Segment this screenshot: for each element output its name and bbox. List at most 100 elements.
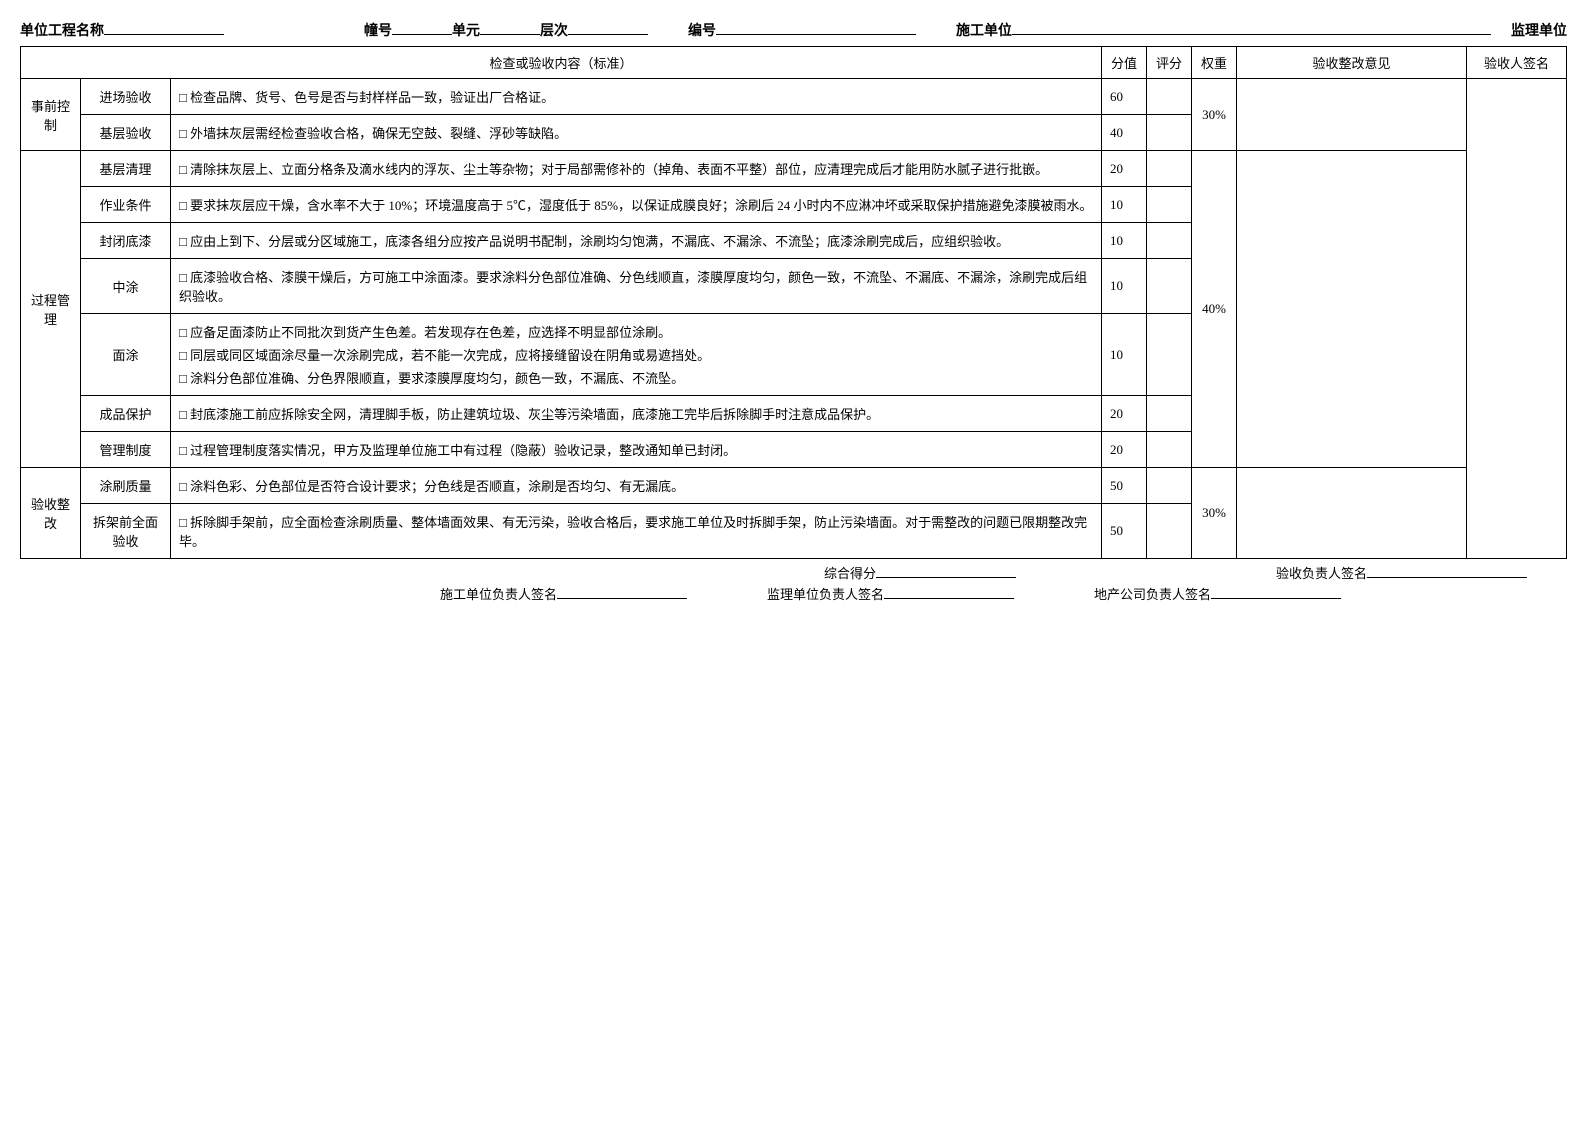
th-score: 分值 (1102, 47, 1147, 79)
step-cell: 涂刷质量 (81, 468, 171, 504)
weight-cell: 30% (1192, 79, 1237, 151)
checklist-item: 应备足面漆防止不同批次到货产生色差。若发现存在色差，应选择不明显部位涂刷。 (179, 320, 1093, 343)
content-cell: 底漆验收合格、漆膜干燥后，方可施工中涂面漆。要求涂料分色部位准确、分色线顺直，漆… (171, 259, 1102, 314)
weight-cell: 40% (1192, 151, 1237, 468)
score-cell: 50 (1102, 468, 1147, 504)
checklist-item: 底漆验收合格、漆膜干燥后，方可施工中涂面漆。要求涂料分色部位准确、分色线顺直，漆… (179, 265, 1093, 307)
eval-cell[interactable] (1147, 504, 1192, 559)
step-cell: 面涂 (81, 314, 171, 396)
content-cell: 应备足面漆防止不同批次到货产生色差。若发现存在色差，应选择不明显部位涂刷。同层或… (171, 314, 1102, 396)
constr-sign-label: 施工单位负责人签名 (440, 584, 557, 603)
insp-sign-blank[interactable] (1367, 564, 1527, 578)
footer: 综合得分 验收负责人签名 施工单位负责人签名 监理单位负责人签名 地产公司负责人… (20, 563, 1567, 603)
th-weight: 权重 (1192, 47, 1237, 79)
super-sign-label: 监理单位负责人签名 (767, 584, 884, 603)
stage-cell: 验收整改 (21, 468, 81, 559)
content-cell: 封底漆施工前应拆除安全网，清理脚手板，防止建筑垃圾、灰尘等污染墙面，底漆施工完毕… (171, 396, 1102, 432)
total-blank[interactable] (876, 564, 1016, 578)
prop-sign-label: 地产公司负责人签名 (1094, 584, 1211, 603)
unit-blank[interactable] (480, 21, 540, 35)
eval-cell[interactable] (1147, 259, 1192, 314)
score-cell: 60 (1102, 79, 1147, 115)
checklist-item: 过程管理制度落实情况，甲方及监理单位施工中有过程（隐蔽）验收记录，整改通知单已封… (179, 438, 1093, 461)
content-cell: 涂料色彩、分色部位是否符合设计要求；分色线是否顺直，涂刷是否均匀、有无漏底。 (171, 468, 1102, 504)
step-cell: 基层验收 (81, 115, 171, 151)
score-cell: 10 (1102, 223, 1147, 259)
step-cell: 中涂 (81, 259, 171, 314)
supervisor-label: 监理单位 (1511, 20, 1567, 40)
score-cell: 10 (1102, 259, 1147, 314)
checklist-item: 拆除脚手架前，应全面检查涂刷质量、整体墙面效果、有无污染，验收合格后，要求施工单… (179, 510, 1093, 552)
constr-label: 施工单位 (956, 20, 1012, 40)
score-cell: 40 (1102, 115, 1147, 151)
step-cell: 进场验收 (81, 79, 171, 115)
header-line: 单位工程名称 幢号 单元 层次 编号 施工单位 监理单位 (20, 20, 1567, 40)
block-blank[interactable] (392, 21, 452, 35)
eval-cell[interactable] (1147, 187, 1192, 223)
constr-blank[interactable] (1012, 21, 1491, 35)
step-cell: 管理制度 (81, 432, 171, 468)
checklist-item: 应由上到下、分层或分区域施工，底漆各组分应按产品说明书配制，涂刷均匀饱满，不漏底… (179, 229, 1093, 252)
content-cell: 拆除脚手架前，应全面检查涂刷质量、整体墙面效果、有无污染，验收合格后，要求施工单… (171, 504, 1102, 559)
signer-cell[interactable] (1467, 79, 1567, 559)
eval-cell[interactable] (1147, 468, 1192, 504)
eval-cell[interactable] (1147, 314, 1192, 396)
checklist-item: 封底漆施工前应拆除安全网，清理脚手板，防止建筑垃圾、灰尘等污染墙面，底漆施工完毕… (179, 402, 1093, 425)
table-row: 过程管理基层清理清除抹灰层上、立面分格条及滴水线内的浮灰、尘土等杂物；对于局部需… (21, 151, 1567, 187)
floor-blank[interactable] (568, 21, 648, 35)
table-row: 验收整改涂刷质量涂料色彩、分色部位是否符合设计要求；分色线是否顺直，涂刷是否均匀… (21, 468, 1567, 504)
project-label: 单位工程名称 (20, 20, 104, 40)
content-cell: 外墙抹灰层需经检查验收合格，确保无空鼓、裂缝、浮砂等缺陷。 (171, 115, 1102, 151)
opinion-cell[interactable] (1237, 151, 1467, 468)
step-cell: 成品保护 (81, 396, 171, 432)
eval-cell[interactable] (1147, 151, 1192, 187)
constr-sign-blank[interactable] (557, 585, 687, 599)
step-cell: 拆架前全面验收 (81, 504, 171, 559)
checklist-item: 涂料分色部位准确、分色界限顺直，要求漆膜厚度均匀，颜色一致，不漏底、不流坠。 (179, 366, 1093, 389)
th-content: 检查或验收内容（标准） (21, 47, 1102, 79)
inspection-table: 检查或验收内容（标准） 分值 评分 权重 验收整改意见 验收人签名 事前控制进场… (20, 46, 1567, 559)
block-label: 幢号 (364, 20, 392, 40)
score-cell: 10 (1102, 187, 1147, 223)
opinion-cell[interactable] (1237, 79, 1467, 151)
insp-sign-label: 验收负责人签名 (1276, 563, 1367, 582)
eval-cell[interactable] (1147, 396, 1192, 432)
content-cell: 应由上到下、分层或分区域施工，底漆各组分应按产品说明书配制，涂刷均匀饱满，不漏底… (171, 223, 1102, 259)
checklist-item: 涂料色彩、分色部位是否符合设计要求；分色线是否顺直，涂刷是否均匀、有无漏底。 (179, 474, 1093, 497)
opinion-cell[interactable] (1237, 468, 1467, 559)
score-cell: 10 (1102, 314, 1147, 396)
content-cell: 清除抹灰层上、立面分格条及滴水线内的浮灰、尘土等杂物；对于局部需修补的（掉角、表… (171, 151, 1102, 187)
content-cell: 要求抹灰层应干燥，含水率不大于 10%；环境温度高于 5℃，湿度低于 85%，以… (171, 187, 1102, 223)
step-cell: 作业条件 (81, 187, 171, 223)
weight-cell: 30% (1192, 468, 1237, 559)
serial-label: 编号 (688, 20, 716, 40)
serial-blank[interactable] (716, 21, 916, 35)
floor-label: 层次 (540, 20, 568, 40)
total-label: 综合得分 (824, 563, 876, 582)
eval-cell[interactable] (1147, 432, 1192, 468)
th-opinion: 验收整改意见 (1237, 47, 1467, 79)
score-cell: 20 (1102, 151, 1147, 187)
checklist-item: 同层或同区域面涂尽量一次涂刷完成，若不能一次完成，应将接缝留设在阴角或易遮挡处。 (179, 343, 1093, 366)
score-cell: 20 (1102, 432, 1147, 468)
th-eval: 评分 (1147, 47, 1192, 79)
eval-cell[interactable] (1147, 79, 1192, 115)
checklist-item: 检查品牌、货号、色号是否与封样样品一致，验证出厂合格证。 (179, 85, 1093, 108)
checklist-item: 清除抹灰层上、立面分格条及滴水线内的浮灰、尘土等杂物；对于局部需修补的（掉角、表… (179, 157, 1093, 180)
project-blank[interactable] (104, 21, 224, 35)
table-row: 事前控制进场验收检查品牌、货号、色号是否与封样样品一致，验证出厂合格证。6030… (21, 79, 1567, 115)
score-cell: 50 (1102, 504, 1147, 559)
step-cell: 基层清理 (81, 151, 171, 187)
stage-cell: 事前控制 (21, 79, 81, 151)
eval-cell[interactable] (1147, 223, 1192, 259)
step-cell: 封闭底漆 (81, 223, 171, 259)
score-cell: 20 (1102, 396, 1147, 432)
checklist-item: 外墙抹灰层需经检查验收合格，确保无空鼓、裂缝、浮砂等缺陷。 (179, 121, 1093, 144)
content-cell: 检查品牌、货号、色号是否与封样样品一致，验证出厂合格证。 (171, 79, 1102, 115)
th-signer: 验收人签名 (1467, 47, 1567, 79)
checklist-item: 要求抹灰层应干燥，含水率不大于 10%；环境温度高于 5℃，湿度低于 85%，以… (179, 193, 1093, 216)
content-cell: 过程管理制度落实情况，甲方及监理单位施工中有过程（隐蔽）验收记录，整改通知单已封… (171, 432, 1102, 468)
prop-sign-blank[interactable] (1211, 585, 1341, 599)
super-sign-blank[interactable] (884, 585, 1014, 599)
eval-cell[interactable] (1147, 115, 1192, 151)
